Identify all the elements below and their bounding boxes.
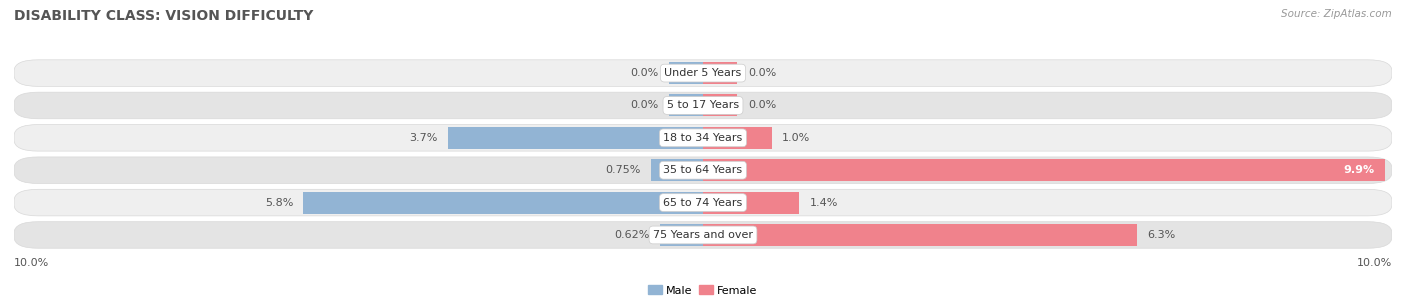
Bar — [651, 159, 703, 181]
Text: 0.75%: 0.75% — [606, 165, 641, 175]
Text: 0.0%: 0.0% — [748, 100, 776, 110]
Text: 0.0%: 0.0% — [630, 68, 658, 78]
Text: 18 to 34 Years: 18 to 34 Years — [664, 133, 742, 143]
Legend: Male, Female: Male, Female — [644, 281, 762, 300]
Bar — [669, 62, 703, 84]
FancyBboxPatch shape — [14, 157, 1392, 184]
Text: 5.8%: 5.8% — [264, 198, 292, 208]
Text: 0.62%: 0.62% — [614, 230, 650, 240]
FancyBboxPatch shape — [14, 124, 1392, 151]
Text: 10.0%: 10.0% — [14, 258, 49, 268]
Text: 1.0%: 1.0% — [782, 133, 810, 143]
Text: 1.4%: 1.4% — [810, 198, 838, 208]
Bar — [449, 127, 703, 149]
Text: 0.0%: 0.0% — [630, 100, 658, 110]
Text: 3.7%: 3.7% — [409, 133, 437, 143]
Text: Under 5 Years: Under 5 Years — [665, 68, 741, 78]
Text: 6.3%: 6.3% — [1147, 230, 1175, 240]
Text: 0.0%: 0.0% — [748, 68, 776, 78]
Bar — [703, 127, 772, 149]
Bar — [661, 224, 703, 246]
Bar — [703, 95, 738, 117]
FancyBboxPatch shape — [14, 60, 1392, 86]
Bar — [669, 95, 703, 117]
Bar — [703, 224, 1137, 246]
Text: 10.0%: 10.0% — [1357, 258, 1392, 268]
FancyBboxPatch shape — [14, 92, 1392, 119]
Text: 9.9%: 9.9% — [1344, 165, 1375, 175]
Text: 75 Years and over: 75 Years and over — [652, 230, 754, 240]
Bar — [304, 192, 703, 213]
Text: 5 to 17 Years: 5 to 17 Years — [666, 100, 740, 110]
FancyBboxPatch shape — [14, 189, 1392, 216]
Bar — [703, 192, 800, 213]
Text: DISABILITY CLASS: VISION DIFFICULTY: DISABILITY CLASS: VISION DIFFICULTY — [14, 9, 314, 23]
Text: Source: ZipAtlas.com: Source: ZipAtlas.com — [1281, 9, 1392, 19]
FancyBboxPatch shape — [14, 222, 1392, 248]
Bar — [703, 62, 738, 84]
Bar — [703, 159, 1385, 181]
Text: 35 to 64 Years: 35 to 64 Years — [664, 165, 742, 175]
Text: 65 to 74 Years: 65 to 74 Years — [664, 198, 742, 208]
